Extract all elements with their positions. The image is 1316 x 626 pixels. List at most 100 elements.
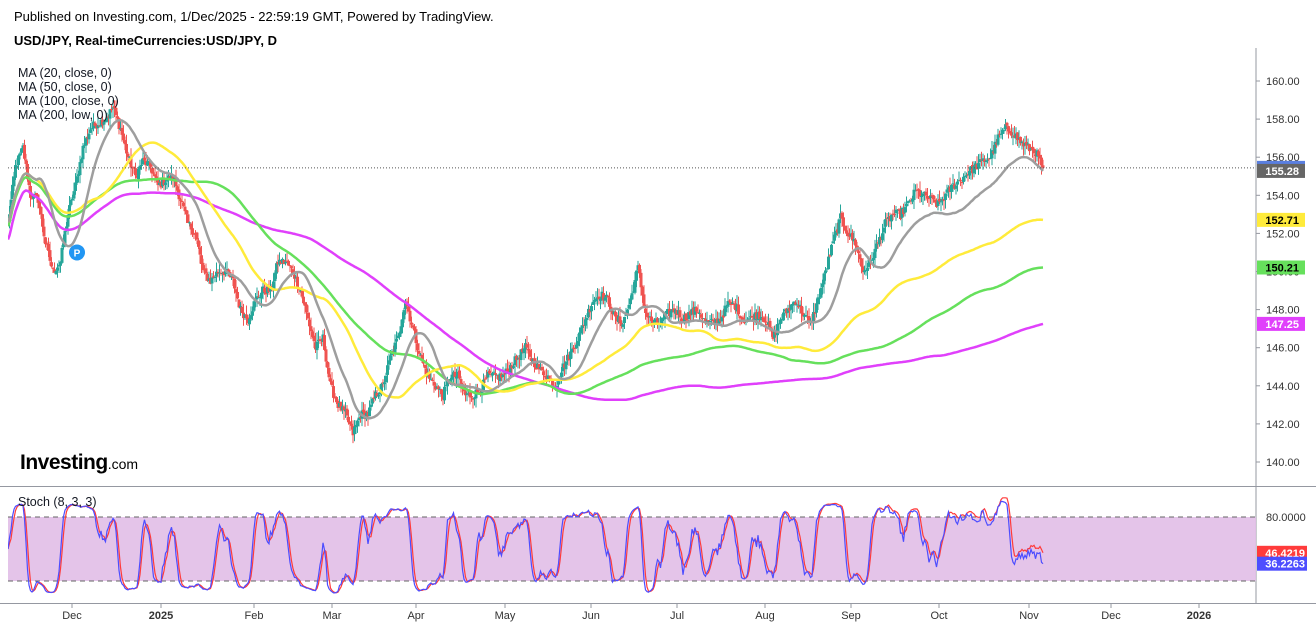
candle-up [63,230,67,245]
candle-down [324,349,328,362]
candle-down [204,268,208,274]
candle-up [75,176,79,184]
candle-up [108,109,112,119]
candle-down [413,326,416,331]
candle-down [933,199,937,203]
candle-down [639,272,643,288]
candle-down [152,172,155,174]
candle-up [14,165,17,178]
candle-up [522,348,526,354]
candle-down [410,322,413,325]
candle-down [125,143,128,154]
ma20-line [8,119,1044,420]
candle-up [389,355,392,361]
candle-up [69,199,73,205]
candle-down [123,140,127,145]
candle-down [642,294,646,308]
candle-up [165,179,169,182]
candle-up [486,371,490,378]
candle-down [201,262,205,271]
candle-down [143,157,146,161]
candle-up [863,270,866,273]
candle-down [326,361,329,368]
candle-down [801,312,805,317]
candle-down [263,287,266,293]
time-tick-label: Aug [755,610,775,622]
candle-up [894,209,898,214]
candle-down [27,179,31,186]
candle-down [927,198,931,200]
candle-up [11,184,14,200]
candle-up [816,297,820,305]
candle-up [491,373,494,376]
candle-down [924,191,928,196]
candle-up [999,133,1003,135]
candle-down [650,316,653,322]
candle-down [431,379,434,381]
candle-down [117,118,121,129]
candle-up [921,193,925,197]
candle-up [950,185,953,192]
candle-down [39,207,43,215]
candle-up [482,379,485,392]
candle-down [1031,146,1034,151]
price-tick-label: 154.00 [1266,190,1300,202]
candle-up [872,257,875,261]
stoch-band [8,517,1256,581]
candle-up [587,308,590,318]
candle-up [578,332,581,341]
candle-up [383,382,386,385]
candle-up [57,265,61,267]
candle-down [762,317,766,323]
candle-down [696,311,700,313]
candle-up [399,326,403,334]
candle-up [146,161,149,166]
candle-down [116,116,119,119]
candle-down [437,386,440,390]
candle-up [717,318,721,325]
candle-up [575,344,578,349]
ma-legend: MA (20, close, 0) MA (50, close, 0) MA (… [18,66,119,122]
candle-down [494,373,497,375]
candle-up [795,304,799,306]
candle-down [174,177,178,187]
candle-up [867,259,871,267]
candle-up [378,392,382,395]
candle-down [638,264,641,274]
candle-up [188,222,191,224]
candle-down [678,310,682,318]
candle-down [608,297,611,307]
candle-up [804,315,808,317]
price-tick-label: 140.00 [1266,457,1300,469]
candle-down [114,107,118,115]
candle-up [590,306,593,312]
candle-up [272,281,275,289]
candle-down [861,266,865,273]
candle-up [629,298,632,305]
candle-up [402,310,406,320]
candle-down [741,317,745,321]
candle-up [725,306,728,308]
candle-up [798,304,802,306]
ma100-line [8,175,1044,396]
candle-down [858,254,862,260]
candle-up [387,360,391,365]
candle-down [300,290,304,297]
candle-down [428,372,431,379]
candle-up [1004,124,1007,130]
candle-up [882,227,886,233]
candle-up [128,156,131,158]
candle-down [680,318,683,322]
event-marker-label: P [74,248,81,259]
candle-down [42,226,46,237]
candle-down [641,286,644,296]
price-tick-label: 158.00 [1266,114,1300,126]
candle-down [332,386,335,398]
candle-up [912,189,916,200]
stoch-k-badge: 36.2263 [1265,559,1305,571]
candle-up [579,327,583,334]
candle-up [821,283,824,288]
candle-down [485,377,488,379]
candle-up [779,319,782,324]
